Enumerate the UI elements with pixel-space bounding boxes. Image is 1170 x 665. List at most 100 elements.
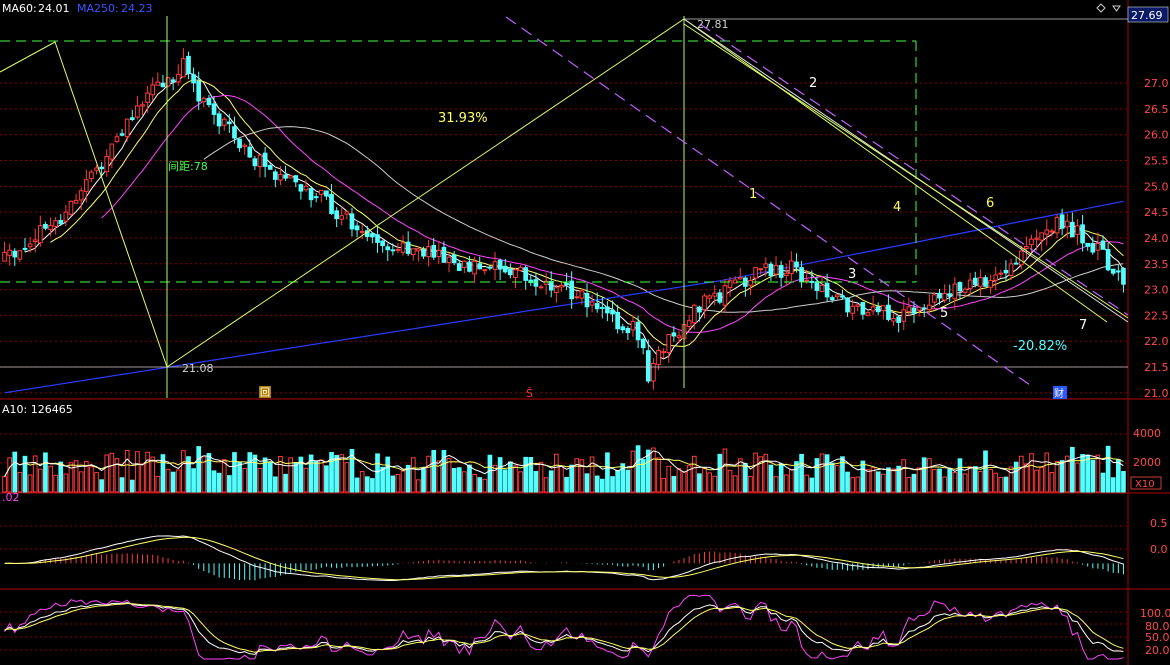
candle-body xyxy=(73,199,79,204)
event-marker-s[interactable]: Ŝ xyxy=(526,387,533,400)
volume-bar xyxy=(416,479,421,493)
volume-bar xyxy=(789,468,794,493)
candle-body xyxy=(850,305,856,314)
volume-bar xyxy=(283,473,288,493)
candle-body xyxy=(1115,270,1121,273)
high-price-label: 27.81 xyxy=(697,18,729,31)
event-marker-cai[interactable] xyxy=(1053,386,1067,399)
price-tick-8: 23.0 xyxy=(1144,284,1169,297)
volume-bar xyxy=(875,471,881,493)
volume-bar xyxy=(804,474,810,493)
price-tick-12: 21.0 xyxy=(1144,387,1169,400)
volume-bar xyxy=(906,476,912,493)
volume-bar xyxy=(615,469,620,493)
candle-body xyxy=(880,305,886,312)
volume-bar xyxy=(472,474,477,493)
diamond-icon[interactable] xyxy=(1096,3,1106,13)
candle-body xyxy=(191,74,196,84)
volume-bar xyxy=(886,467,891,493)
volume-bar xyxy=(850,477,856,493)
volume-bar xyxy=(262,457,268,493)
candle-body xyxy=(27,243,33,248)
candle-body xyxy=(467,261,472,272)
volume-bar xyxy=(712,475,718,493)
price-tick-4: 25.0 xyxy=(1144,180,1169,193)
volume-bar xyxy=(155,475,161,493)
candle-body xyxy=(508,268,513,276)
volume-bar xyxy=(605,452,610,493)
candle-body xyxy=(232,126,237,139)
candle-body xyxy=(1044,229,1050,235)
event-marker-hui[interactable] xyxy=(259,386,271,398)
volume-bar xyxy=(993,472,999,493)
triangle-down-icon[interactable] xyxy=(1112,5,1121,12)
candle-body xyxy=(589,301,595,306)
volume-bar xyxy=(43,452,48,493)
volume-bar xyxy=(313,460,319,493)
volume-bar xyxy=(339,454,345,493)
kdj-d-line xyxy=(4,603,1124,653)
volume-bar xyxy=(620,463,626,493)
ma20-line xyxy=(101,94,1124,334)
low-price-label: 21.08 xyxy=(182,362,214,375)
candle-body xyxy=(834,294,840,298)
candle-body xyxy=(630,320,636,331)
volume-bar xyxy=(1024,463,1029,493)
volume-bar xyxy=(390,475,396,493)
kdj-tick-20: 20.0 xyxy=(1145,644,1170,657)
candle-body xyxy=(932,294,937,303)
volume-bar xyxy=(1110,477,1116,493)
candle-body xyxy=(1024,246,1029,249)
volume-bar xyxy=(921,457,927,493)
volume-bar xyxy=(288,457,294,493)
volume-bar xyxy=(1034,469,1039,493)
candle-body xyxy=(610,309,615,315)
volume-bar xyxy=(1070,446,1075,493)
volume-bar xyxy=(702,467,707,493)
event-marker-hui-text: 回 xyxy=(260,387,270,399)
volume-bar xyxy=(135,451,140,493)
candle-body xyxy=(1121,267,1126,285)
candle-body xyxy=(666,334,672,353)
volume-ma10 xyxy=(4,456,1124,477)
volume-bar xyxy=(27,474,33,493)
ma40-line xyxy=(203,126,1124,313)
macd-tick-0-0: 0.0 xyxy=(1150,543,1168,556)
candle-body xyxy=(99,166,104,170)
volume-bar xyxy=(186,456,191,493)
volume-bar xyxy=(967,466,973,493)
volume-bar xyxy=(1100,472,1106,493)
volume-bar xyxy=(293,462,299,493)
candle-body xyxy=(870,306,876,312)
candle-body xyxy=(135,105,140,118)
channel-lower xyxy=(505,16,1031,386)
volume-bar xyxy=(237,461,242,493)
volume-bar xyxy=(354,477,360,493)
volume-bar xyxy=(1039,466,1045,493)
candle-body xyxy=(237,138,242,149)
candle-body xyxy=(7,249,13,256)
candlesticks[interactable] xyxy=(2,48,1126,390)
candle-body xyxy=(17,250,23,260)
volume-bar xyxy=(518,471,523,493)
candle-body xyxy=(528,279,534,284)
kdj-indicator xyxy=(4,594,1124,660)
candle-body xyxy=(799,267,804,283)
volume-tick-2000: 2000 xyxy=(1133,456,1161,469)
volume-bar xyxy=(160,454,166,493)
candle-body xyxy=(262,152,268,167)
candle-body xyxy=(707,295,712,299)
volume-bar xyxy=(983,450,988,493)
price-tick-1: 26.5 xyxy=(1144,103,1169,116)
last-price: 27.69 xyxy=(1131,9,1163,22)
candle-body xyxy=(615,311,620,330)
candle-body xyxy=(344,211,350,215)
candle-body xyxy=(487,266,493,269)
candle-body xyxy=(697,306,702,313)
volume-bar xyxy=(247,452,253,493)
volume-bar xyxy=(855,476,861,493)
volume-bar xyxy=(462,471,467,493)
volume-bar xyxy=(436,460,442,493)
volume-bar xyxy=(901,459,907,493)
